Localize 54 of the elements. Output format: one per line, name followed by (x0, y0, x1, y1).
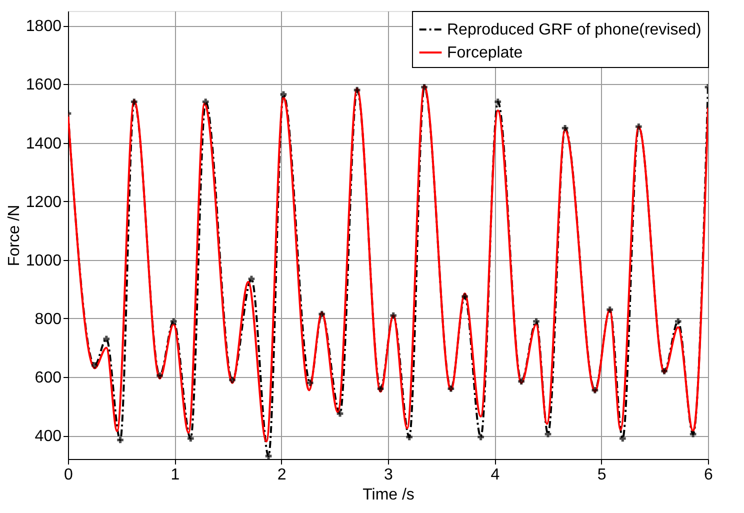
point (117, 436, 124, 444)
point (248, 276, 255, 282)
y-tick-label: 1800 (26, 18, 62, 36)
point (421, 84, 428, 90)
y-tick-label: 800 (34, 310, 62, 328)
point (130, 98, 138, 105)
x-tick-label: 1 (170, 466, 180, 484)
point (448, 386, 454, 392)
point (318, 310, 326, 318)
point (592, 387, 598, 394)
y-tick-label: 1000 (26, 252, 62, 270)
point (544, 430, 552, 438)
point (406, 434, 412, 440)
point (620, 435, 626, 442)
point (156, 372, 163, 379)
y-tick-label: 1200 (26, 194, 62, 211)
point (674, 318, 682, 325)
y-tick-label: 1400 (26, 135, 62, 152)
point (462, 293, 468, 300)
point (170, 318, 177, 325)
point (103, 336, 110, 342)
x-axis-title: Time /s (362, 486, 414, 504)
x-tick-label: 3 (384, 466, 394, 484)
point (661, 368, 668, 374)
point (188, 435, 194, 442)
legend-label: Forceplate (447, 44, 523, 62)
point (280, 91, 287, 98)
point (354, 86, 360, 94)
point (306, 380, 314, 386)
point (390, 312, 396, 319)
point (92, 362, 98, 368)
point (562, 124, 568, 132)
y-tick-label: 400 (34, 428, 62, 446)
x-tick-label: 6 (704, 466, 714, 484)
point (494, 98, 502, 105)
point (478, 434, 484, 440)
point (377, 386, 384, 392)
point (636, 124, 642, 130)
point (265, 452, 272, 459)
y-axis-title: Force /N (6, 204, 23, 266)
point (518, 378, 524, 385)
point (336, 410, 344, 417)
x-tick-label: 5 (597, 466, 606, 484)
y-tick-label: 1600 (26, 76, 62, 94)
point (229, 376, 236, 384)
x-tick-label: 4 (490, 466, 500, 484)
point (533, 318, 540, 325)
y-tick-label: 600 (34, 370, 62, 387)
point (202, 98, 209, 105)
x-tick-label: 0 (64, 466, 74, 484)
x-tick-label: 2 (277, 466, 286, 484)
legend-label: Reproduced GRF of phone(revised) (447, 22, 702, 38)
point (606, 306, 614, 313)
point (690, 430, 696, 438)
